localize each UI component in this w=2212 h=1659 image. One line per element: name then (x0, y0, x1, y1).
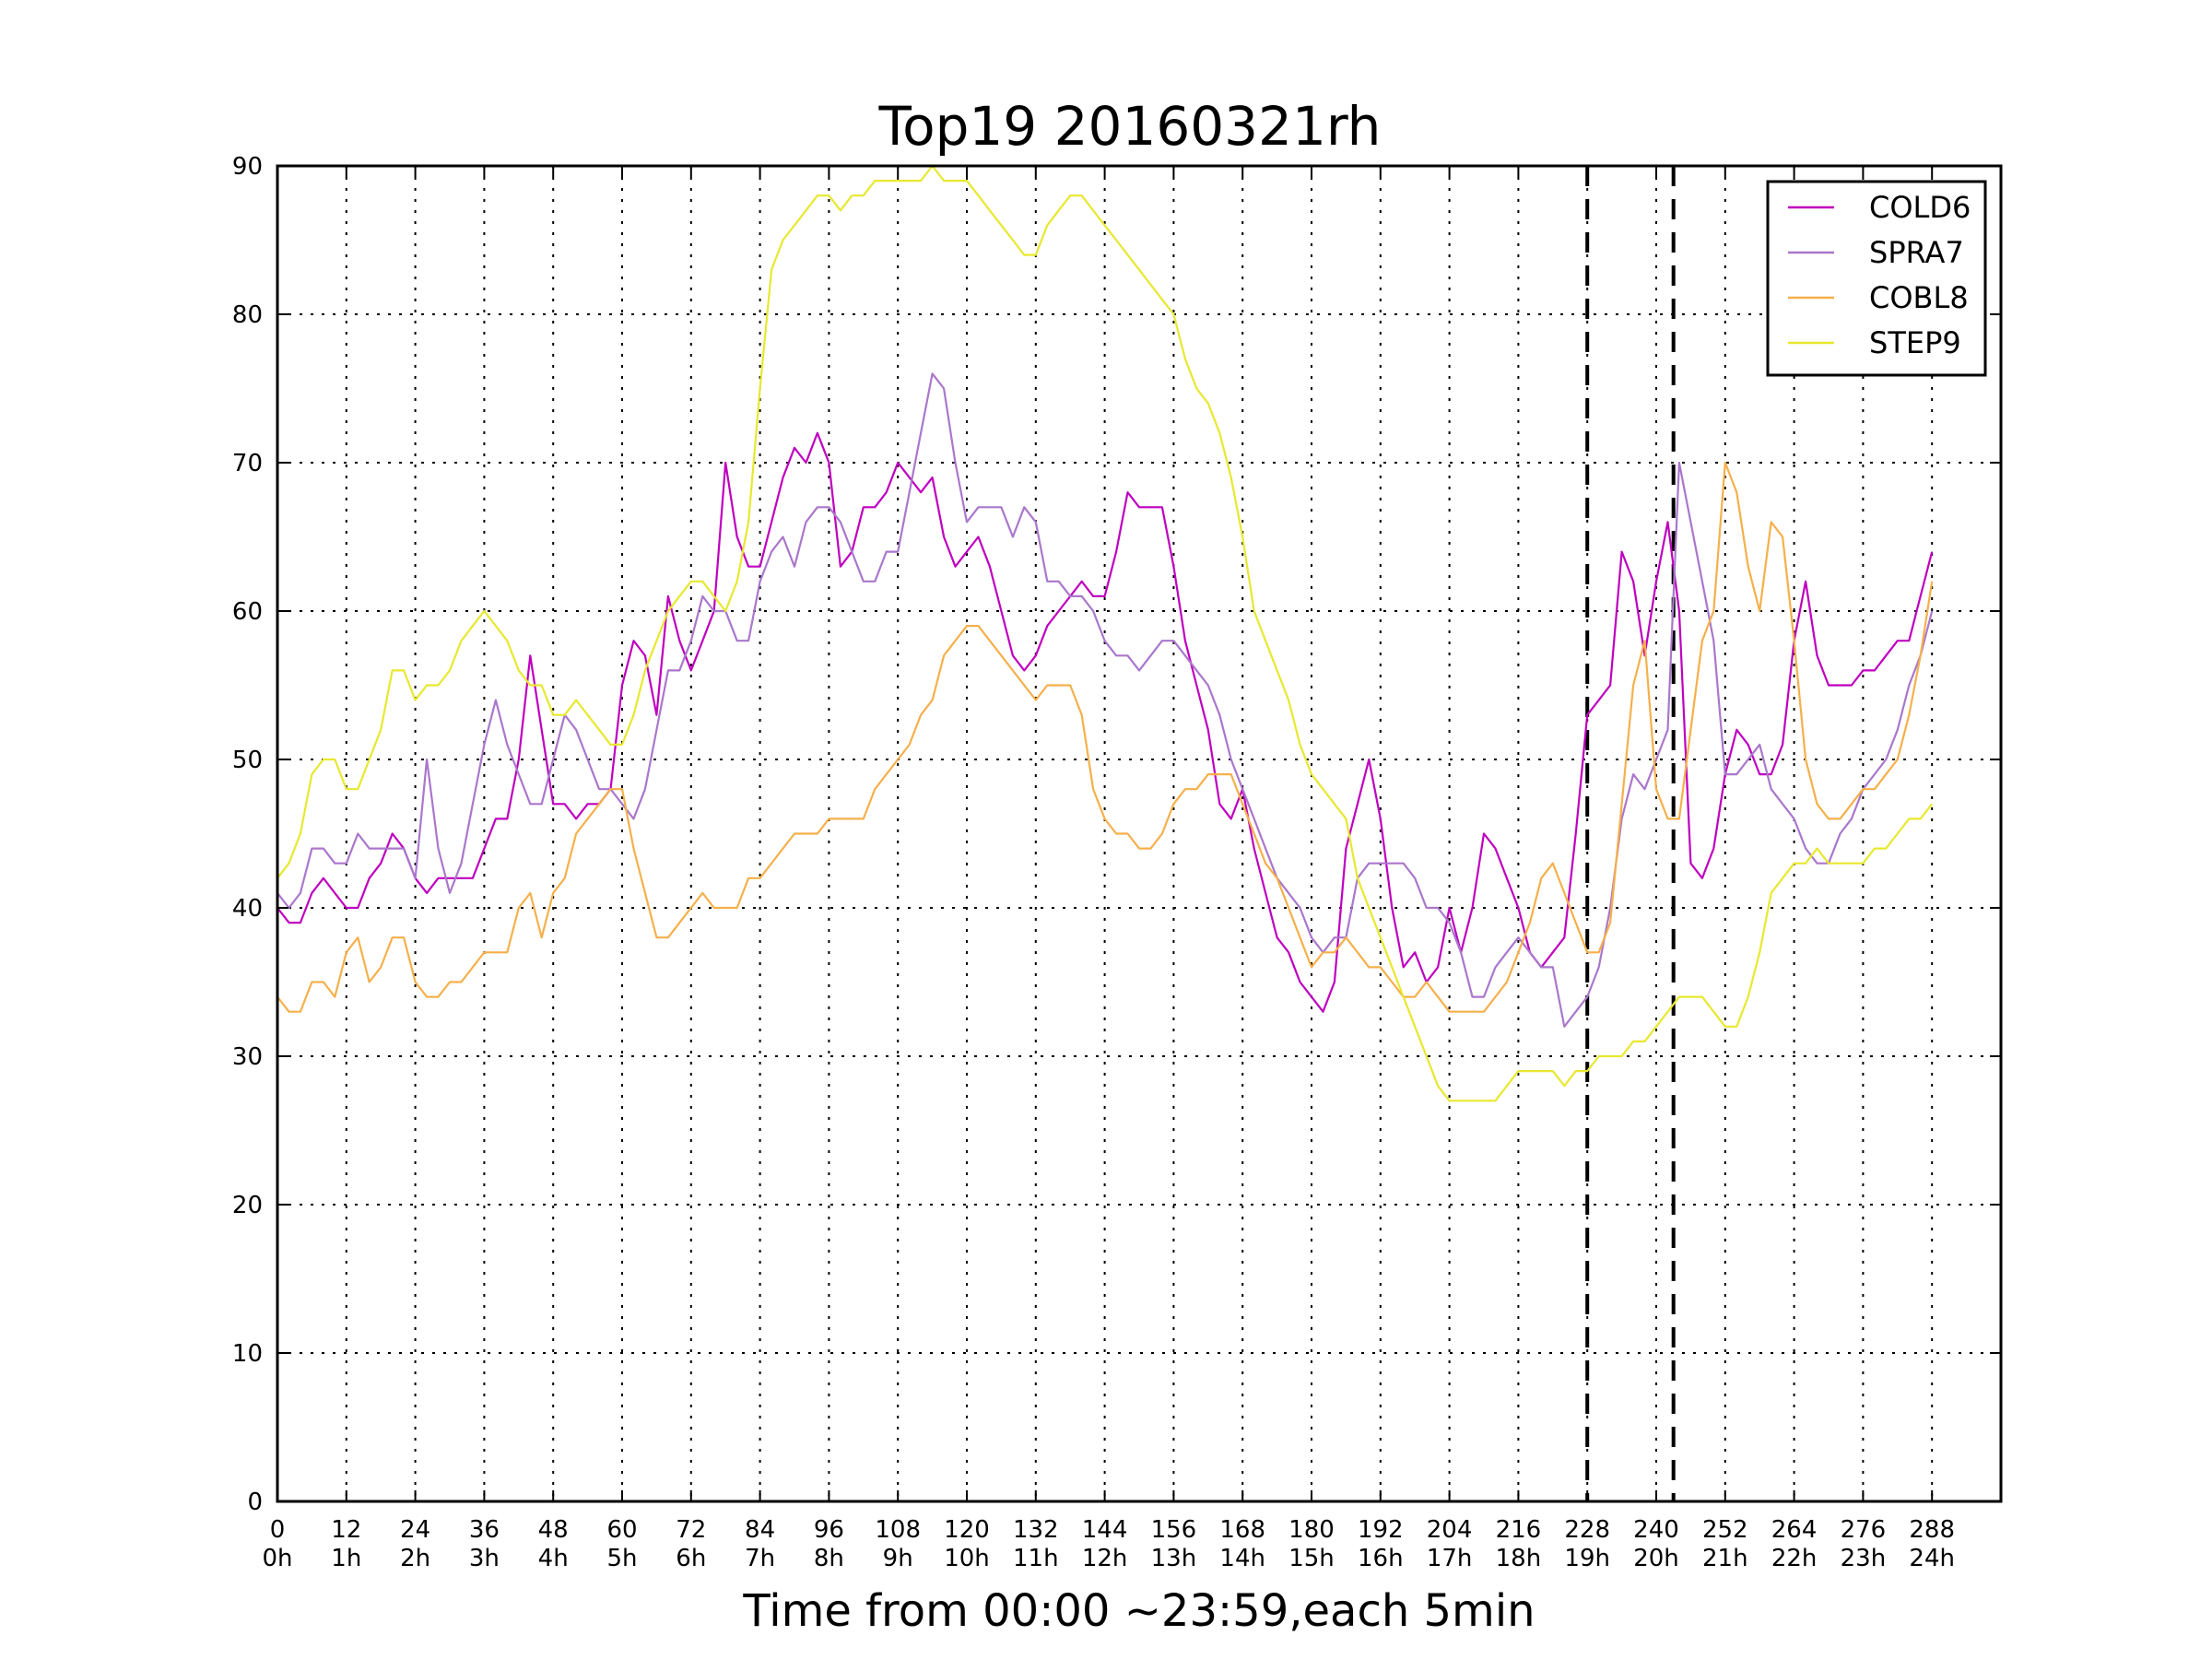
x-tick-label: 180 (1288, 1516, 1335, 1544)
x-tick-label-hour: 16h (1358, 1545, 1404, 1572)
x-tick-label-hour: 18h (1496, 1545, 1542, 1572)
x-tick-label: 84 (745, 1516, 775, 1544)
x-tick-label-hour: 1h (331, 1545, 361, 1572)
x-tick-label-hour: 3h (469, 1545, 500, 1572)
x-tick-label: 132 (1013, 1516, 1059, 1544)
x-tick-label: 252 (1702, 1516, 1748, 1544)
y-tick-label: 80 (232, 301, 263, 329)
x-tick-label: 24 (400, 1516, 430, 1544)
x-tick-label: 288 (1909, 1516, 1955, 1544)
x-axis-label: Time from 00:00 ~23:59,each 5min (742, 1585, 1535, 1637)
y-tick-label: 30 (232, 1043, 263, 1071)
series-line-spra7 (276, 372, 1934, 1028)
x-tick-label: 0 (270, 1516, 286, 1544)
x-tick-label-hour: 21h (1702, 1545, 1748, 1572)
x-tick-label: 156 (1151, 1516, 1197, 1544)
series-line-step9 (276, 164, 1934, 1102)
x-tick-label: 228 (1564, 1516, 1610, 1544)
x-tick-label: 36 (469, 1516, 500, 1544)
x-tick-label-hour: 13h (1151, 1545, 1197, 1572)
chart-title: Top19 20160321rh (878, 95, 1382, 158)
x-tick-label-hour: 22h (1771, 1545, 1818, 1572)
x-tick-label-hour: 10h (944, 1545, 990, 1572)
plot-frame (276, 164, 2003, 1503)
series-line-cold6 (276, 431, 1934, 1013)
x-tick-label: 240 (1633, 1516, 1679, 1544)
x-tick-label-hour: 19h (1564, 1545, 1610, 1572)
x-tick-label-hour: 9h (883, 1545, 913, 1572)
legend: COLD6 SPRA7 COBL8 STEP9 (1766, 180, 1987, 377)
x-tick-label: 192 (1358, 1516, 1404, 1544)
x-tick-label-hour: 2h (400, 1545, 430, 1572)
x-tick-label-hour: 20h (1633, 1545, 1679, 1572)
x-tick-label: 276 (1841, 1516, 1887, 1544)
x-tick-label: 48 (538, 1516, 569, 1544)
x-tick-label-hour: 24h (1909, 1545, 1955, 1572)
x-tick-label: 12 (331, 1516, 361, 1544)
x-tick-label-hour: 7h (745, 1545, 775, 1572)
x-tick-label-hour: 0h (262, 1545, 292, 1572)
y-tick-label: 0 (247, 1488, 263, 1516)
x-tick-label: 144 (1082, 1516, 1128, 1544)
y-tick-label: 50 (232, 747, 263, 774)
y-tick-label: 90 (232, 153, 263, 181)
x-tick-label-hour: 4h (538, 1545, 569, 1572)
x-tick-label: 96 (814, 1516, 844, 1544)
legend-label-cobl8: COBL8 (1869, 280, 1969, 315)
x-tick-label-hour: 11h (1013, 1545, 1059, 1572)
x-tick-label-hour: 5h (606, 1545, 637, 1572)
x-tick-label: 264 (1771, 1516, 1818, 1544)
x-tick-label-hour: 12h (1082, 1545, 1128, 1572)
x-tick-label: 108 (875, 1516, 921, 1544)
x-tick-label-hour: 23h (1841, 1545, 1887, 1572)
series-line-cobl8 (276, 461, 1934, 1013)
x-tick-label: 60 (606, 1516, 637, 1544)
legend-label-spra7: SPRA7 (1869, 235, 1964, 270)
x-tick-label: 72 (676, 1516, 706, 1544)
x-tick-label: 204 (1427, 1516, 1473, 1544)
y-tick-label: 20 (232, 1192, 263, 1219)
y-tick-label: 70 (232, 450, 263, 477)
x-tick-label-hour: 6h (676, 1545, 706, 1572)
x-tick-label: 120 (944, 1516, 990, 1544)
x-tick-label: 216 (1496, 1516, 1542, 1544)
x-tick-label: 168 (1219, 1516, 1265, 1544)
x-tick-label-hour: 17h (1427, 1545, 1473, 1572)
y-tick-label: 40 (232, 895, 263, 923)
legend-label-step9: STEP9 (1869, 325, 1961, 360)
legend-label-cold6: COLD6 (1869, 190, 1971, 225)
x-tick-label-hour: 15h (1288, 1545, 1335, 1572)
axis-ticks: 00h121h242h363h484h605h726h847h968h1089h… (232, 153, 2001, 1572)
reference-vlines (1585, 166, 1676, 1501)
y-tick-label: 60 (232, 598, 263, 626)
x-tick-label-hour: 8h (814, 1545, 844, 1572)
y-tick-label: 10 (232, 1340, 263, 1368)
series-lines (276, 164, 1934, 1102)
x-tick-label-hour: 14h (1219, 1545, 1265, 1572)
